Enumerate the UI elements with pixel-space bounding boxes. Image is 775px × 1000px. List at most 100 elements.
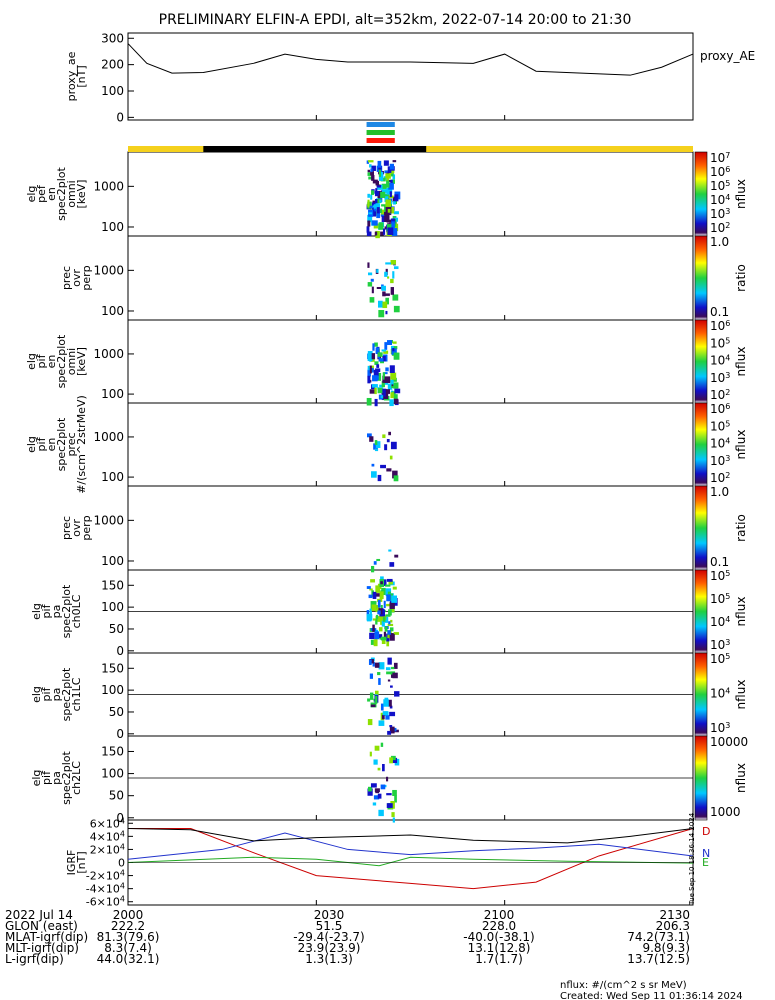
spectrogram-pixel [392,196,396,203]
spectrogram-pixel [390,278,394,284]
spectrogram-pixel [378,627,383,632]
spectrogram-pixel [382,764,385,772]
spectrogram-pixel [370,639,374,645]
colorbar [694,402,708,487]
spectrogram-pixel [389,191,392,198]
superscript: 5 [725,419,730,428]
spectrogram-pixel [386,180,390,188]
spectrogram-pixel [371,190,375,195]
spectrogram-pixel [377,600,381,608]
spectrogram-pixel [376,364,380,368]
spectrogram-pixel [370,171,375,176]
panel-ylabel: omni [65,348,78,375]
panel-ylabel: elg [30,603,43,620]
spectrogram-pixel [367,375,371,384]
spectrogram-pixel [380,464,386,469]
y-tick-label: 0 [116,811,124,825]
spectrogram-pixel [383,600,386,609]
superscript: 5 [725,652,730,661]
spectrogram-pixel [387,340,393,345]
ephem-value: 1.3(1.3) [305,952,353,966]
spectrogram-pixel [391,666,395,670]
panel-ylabel: pif [40,603,53,618]
spectrogram-pixel [370,194,373,200]
spectrogram-pixel [392,348,395,352]
spectrogram-pixel [372,802,377,806]
panel-ylabel: pa [50,771,63,785]
colorbar-tick-label: 105 [710,179,730,194]
spectrogram-pixel [377,352,383,357]
superscript: 4 [725,353,730,362]
ephem-row-label: 2022 Jul 14 [5,908,73,922]
spectrogram-pixel [369,365,372,374]
panel-ylabel: en [45,187,58,201]
colorbar-tick-label: 107 [710,151,730,166]
spectrogram-pixel [386,803,393,808]
spectrogram-pixel [392,586,397,590]
spectrogram-pixel [386,468,392,472]
spectrogram-pixel [390,379,394,385]
spectrogram-pixel [377,474,382,482]
spectrogram-pixel [391,595,398,603]
spectrogram-pixel [367,199,370,208]
ephem-value: -40.0(-38.1) [463,930,534,944]
superscript: 2 [725,471,730,480]
colorbar [694,319,708,404]
coverage-coverage_blue [366,122,395,127]
spectrogram-pixel [382,355,386,362]
spectrogram-pixel [374,631,380,640]
spectrogram-pixel [371,353,376,360]
superscript: 3 [725,721,730,730]
spectrogram-pixel [366,397,372,406]
coverage-coverage_red [366,138,395,143]
panel-ylabel: spec2plot [55,334,68,388]
spectrogram-pixel [388,182,394,190]
spectrogram-pixel [386,793,392,796]
panel-ylabel: prec [65,432,78,456]
superscript: 4 [120,881,125,890]
panel-ylabel: pif [40,770,53,785]
superscript: 4 [725,193,730,202]
igrf-line-|B| [127,828,694,844]
spectrogram-pixel [372,624,375,632]
spectrogram-pixel [369,632,375,640]
colorbar-label: nflux [734,763,748,793]
spectrogram-pixel [374,387,377,395]
spectrogram-pixel [366,586,371,589]
y-tick-label: 1000 [93,347,124,361]
spectrogram-pixel [390,685,393,688]
colorbar-tick-label: 10000 [710,735,748,749]
spectrogram-pixel [371,384,378,388]
spectrogram-pixel [367,353,373,362]
superscript: 4 [120,894,125,903]
panel-frame [127,151,694,237]
superscript: 5 [725,592,730,601]
spectrogram-pixel [377,610,381,615]
spectrogram-pixel [373,369,379,376]
spectrogram-pixel [376,184,382,188]
y-tick-label: -2×104 [86,868,125,883]
spectrogram-pixel [374,440,378,445]
panel-ylabel: proxy_ae [65,51,78,101]
spectrogram-pixel [377,672,381,676]
spectrogram-pixel [376,558,381,562]
spectrogram-pixel [386,603,391,607]
spectrogram-pixel [384,389,390,394]
spectrogram-pixel [374,190,381,197]
spectrogram-pixel [389,726,395,734]
superscript: 4 [725,436,730,445]
spectrogram-pixel [369,588,373,591]
spectrogram-pixel [384,697,389,703]
spectrogram-pixel [375,593,381,597]
y-tick-label: 1000 [93,513,124,527]
spectrogram-pixel [367,282,373,287]
spectrogram-pixel [384,170,389,174]
spectrogram-pixel [393,398,399,405]
spectrogram-pixel [390,755,396,761]
igrf-line-N [127,832,694,860]
y-tick-label: 0 [116,727,124,741]
colorbar [694,569,708,654]
